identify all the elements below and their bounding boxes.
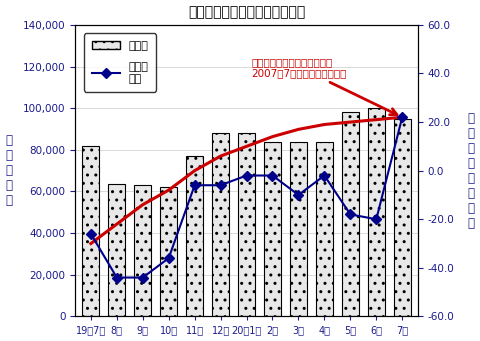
Bar xyxy=(134,185,151,316)
Y-axis label: 前
年
同
月
比
（
％
）: 前 年 同 月 比 （ ％ ） xyxy=(468,112,474,229)
Y-axis label: 戸
数
（
戸
）: 戸 数 （ 戸 ） xyxy=(6,134,12,207)
Bar xyxy=(160,187,177,316)
Legend: 戸　数, 前年同
月比: 戸 数, 前年同 月比 xyxy=(84,33,156,92)
Bar xyxy=(342,112,359,316)
Title: 新設住宅（戸数・前年同月比）: 新設住宅（戸数・前年同月比） xyxy=(188,5,305,19)
Bar xyxy=(108,184,125,316)
Bar xyxy=(264,142,281,316)
Bar xyxy=(368,108,385,316)
Bar xyxy=(316,142,333,316)
Bar xyxy=(238,133,255,316)
Bar xyxy=(290,142,307,316)
Bar xyxy=(186,156,203,316)
Bar xyxy=(212,133,229,316)
Bar xyxy=(394,119,411,316)
Text: 改正直後で大きく下ふれした
2007年7月からちょうど一年: 改正直後で大きく下ふれした 2007年7月からちょうど一年 xyxy=(252,57,397,115)
Bar xyxy=(83,146,99,316)
